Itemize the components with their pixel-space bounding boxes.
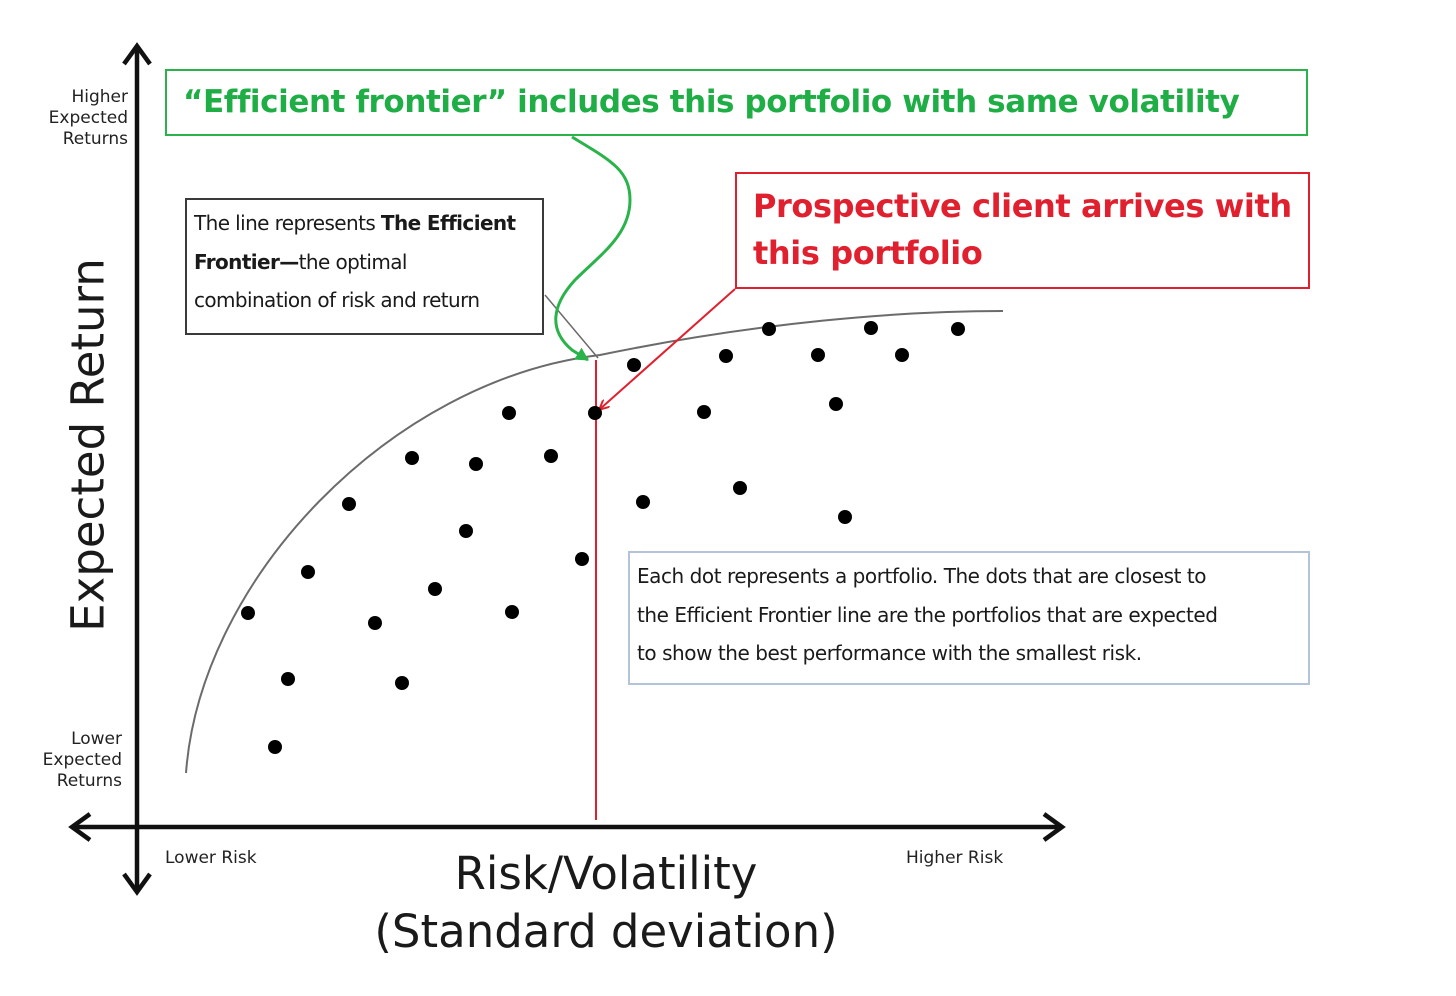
portfolio-dot: [697, 405, 711, 419]
portfolio-dot: [719, 349, 733, 363]
prospective-client-line-1: Prospective client arrives with: [753, 187, 1292, 225]
portfolio-dot: [829, 397, 843, 411]
portfolio-dot: [895, 348, 909, 362]
x-axis-left-arrowhead: [68, 812, 92, 842]
frontier-definition-text: The line represents: [194, 211, 381, 235]
lower-returns-label-line: Lower: [71, 729, 122, 749]
portfolio-dots: [241, 321, 965, 754]
efficient-portfolio-arrow: [554, 135, 632, 362]
portfolio-dot: [733, 481, 747, 495]
portfolio-dot: [268, 740, 282, 754]
efficient-frontier-curve: [185, 310, 1004, 774]
lower-risk-label: Lower Risk: [165, 848, 257, 868]
portfolio-dot: [544, 449, 558, 463]
client-portfolio-dot: [588, 406, 602, 420]
lower-returns-label: Lower Expected Returns: [20, 729, 122, 792]
portfolio-dot: [838, 510, 852, 524]
frontier-definition-line-2: Frontier—the optimal: [194, 243, 542, 282]
frontier-definition-line-1: The line represents The Efficient: [194, 204, 542, 243]
portfolio-dot: [811, 348, 825, 362]
higher-returns-label-line: Higher: [71, 87, 128, 107]
frontier-definition-line-3: combination of risk and return: [194, 288, 480, 312]
portfolio-dot: [405, 451, 419, 465]
portfolio-dot: [428, 582, 442, 596]
portfolio-dot: [395, 676, 409, 690]
portfolio-dot: [627, 358, 641, 372]
portfolio-dot: [459, 524, 473, 538]
x-axis-title-line-1: Risk/Volatility: [454, 847, 758, 900]
lower-returns-label-line: Expected: [42, 750, 122, 770]
y-axis-bottom-arrowhead: [122, 872, 152, 896]
portfolio-dot: [864, 321, 878, 335]
higher-returns-label-line: Expected: [48, 108, 128, 128]
x-axis-right-arrowhead: [1042, 812, 1066, 842]
frontier-definition-text: the optimal: [298, 249, 408, 274]
portfolio-dot: [301, 565, 315, 579]
portfolio-dot: [502, 406, 516, 420]
x-axis-title: Risk/Volatility (Standard deviation): [374, 845, 837, 961]
portfolio-dot: [241, 606, 255, 620]
higher-risk-label: Higher Risk: [906, 848, 1004, 868]
dots-explanation-line-1: Each dot represents a portfolio. The dot…: [637, 564, 1207, 588]
x-axis-title-line-2: (Standard deviation): [374, 905, 838, 958]
portfolio-dot: [368, 616, 382, 630]
efficient-frontier-callout: “Efficient frontier” includes this portf…: [165, 69, 1308, 136]
portfolio-dot: [281, 672, 295, 686]
y-axis-title: Expected Return: [61, 258, 115, 632]
higher-returns-label: Higher Expected Returns: [20, 87, 128, 150]
lower-returns-label-line: Returns: [56, 771, 122, 791]
frontier-definition-bold: Frontier—: [194, 249, 299, 274]
portfolio-dot: [636, 495, 650, 509]
higher-returns-label-line: Returns: [62, 129, 128, 149]
prospective-client-callout: Prospective client arrives with this por…: [735, 172, 1310, 289]
dots-explanation-callout: Each dot represents a portfolio. The dot…: [628, 551, 1310, 685]
efficient-frontier-callout-text: “Efficient frontier” includes this portf…: [183, 84, 1240, 120]
prospective-client-line-2: this portfolio: [753, 234, 983, 272]
dots-explanation-line-3: to show the best performance with the sm…: [637, 641, 1142, 665]
portfolio-dot: [951, 322, 965, 336]
frontier-label-pointer: [544, 294, 599, 359]
frontier-definition-callout: The line represents The Efficient Fronti…: [185, 198, 544, 335]
y-axis-top-arrowhead: [122, 42, 152, 66]
frontier-definition-bold: The Efficient: [380, 211, 516, 235]
client-portfolio-arrow: [600, 288, 736, 409]
portfolio-dot: [342, 497, 356, 511]
portfolio-dot: [505, 605, 519, 619]
portfolio-dot: [575, 552, 589, 566]
portfolio-dot: [469, 457, 483, 471]
portfolio-dot: [762, 322, 776, 336]
dots-explanation-line-2: the Efficient Frontier line are the port…: [637, 602, 1218, 627]
